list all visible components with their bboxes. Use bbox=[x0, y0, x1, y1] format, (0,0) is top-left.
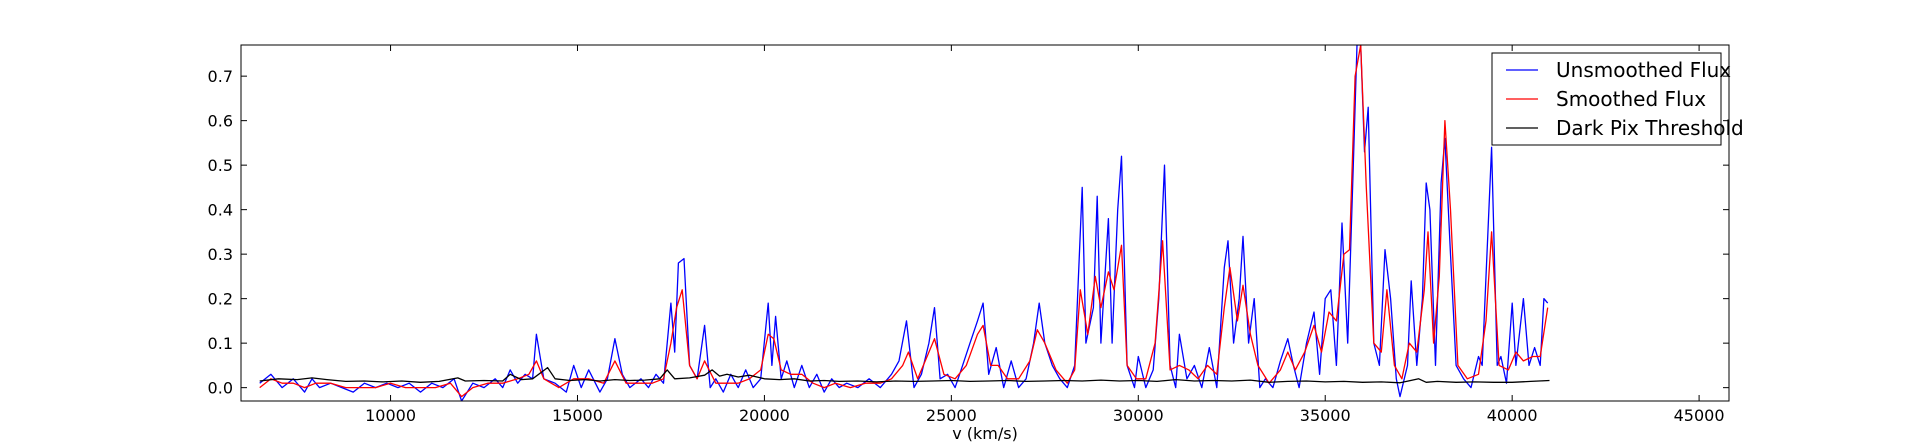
x-tick-label: 25000 bbox=[926, 406, 977, 425]
series-line-unsmoothed-flux bbox=[259, 45, 1549, 401]
plot-frame bbox=[240, 44, 1730, 402]
y-tick-label: 0.7 bbox=[208, 67, 233, 86]
ticks-layer: 10000 15000 20000 25000 30000 35000 40000 45000… bbox=[208, 45, 1729, 425]
y-tick-label: 0.2 bbox=[208, 290, 233, 309]
x-tick-label: 35000 bbox=[1300, 406, 1351, 425]
x-tick-label: 20000 bbox=[739, 406, 790, 425]
x-tick-label: 30000 bbox=[1113, 406, 1164, 425]
x-tick-label: 40000 bbox=[1487, 406, 1538, 425]
y-tick-label: 0.0 bbox=[208, 379, 233, 398]
legend-label-unsmoothed-flux: Unsmoothed Flux bbox=[1556, 58, 1731, 82]
y-tick-label: 0.5 bbox=[208, 156, 233, 175]
x-axis-title: v (km/s) bbox=[952, 424, 1018, 443]
y-tick-label: 0.3 bbox=[208, 245, 233, 264]
legend-label-dark-pix-threshold: Dark Pix Threshold bbox=[1556, 116, 1744, 140]
x-tick-label: 10000 bbox=[365, 406, 416, 425]
x-tick-label: 15000 bbox=[552, 406, 603, 425]
series-line-smoothed-flux bbox=[259, 45, 1549, 398]
series-layer bbox=[259, 45, 1550, 401]
legend: Unsmoothed Flux Smoothed Flux Dark Pix Thr… bbox=[1491, 52, 1744, 146]
y-tick-label: 0.1 bbox=[208, 334, 233, 353]
x-tick-label: 45000 bbox=[1674, 406, 1725, 425]
y-tick-label: 0.6 bbox=[208, 112, 233, 131]
series-line-dark-pix-threshold bbox=[259, 366, 1550, 384]
y-tick-label: 0.4 bbox=[208, 201, 233, 220]
legend-label-smoothed-flux: Smoothed Flux bbox=[1556, 87, 1706, 111]
